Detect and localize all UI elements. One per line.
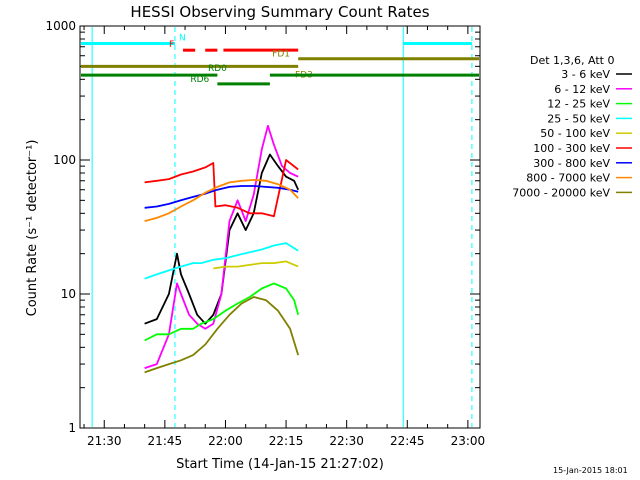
x-tick-label: 21:45	[148, 434, 183, 448]
axis-ticks: 21:30 21:45 22:00 22:15 22:30 22:45 23:00 1 10 10…	[45, 19, 485, 448]
flag-label: RD6	[190, 75, 209, 85]
flag-label: N	[179, 34, 186, 44]
legend-entry-label: 6 - 12 keV	[554, 83, 610, 96]
chart-title: HESSI Observing Summary Count Rates	[130, 3, 429, 21]
series-line	[144, 159, 299, 218]
flag-bars: NFFD1FD3RD0RD6	[81, 34, 479, 86]
x-tick-label: 22:15	[269, 434, 304, 448]
y-tick-label: 100	[53, 153, 76, 167]
legend-entry-label: 800 - 7000 keV	[526, 172, 610, 185]
series-line	[144, 296, 300, 374]
generated-timestamp: 15-Jan-2015 18:01	[553, 466, 628, 475]
plot-frame	[79, 25, 481, 429]
y-tick-label: 1	[68, 421, 76, 435]
legend-entry-label: 7000 - 20000 keV	[512, 186, 610, 199]
x-axis-label: Start Time (14-Jan-15 21:27:02)	[176, 457, 384, 472]
y-tick-label: 1000	[45, 19, 76, 33]
y-axis-label: Count Rate (s⁻¹ detector⁻¹)	[25, 140, 40, 317]
series-line	[213, 260, 299, 270]
flag-label: FD1	[272, 50, 290, 60]
flag-label: F	[169, 40, 174, 50]
legend-entry-label: 50 - 100 keV	[540, 127, 610, 140]
x-tick-label: 22:30	[329, 434, 364, 448]
legend-title: Det 1,3,6, Att 0	[530, 54, 615, 67]
legend-entry-label: 100 - 300 keV	[533, 142, 610, 155]
x-tick-label: 23:00	[451, 434, 486, 448]
series-group	[144, 124, 300, 374]
legend-entry-label: 12 - 25 keV	[547, 98, 610, 111]
legend-entry-label: 3 - 6 keV	[561, 68, 610, 81]
legend-entry-label: 300 - 800 keV	[533, 157, 610, 170]
series-line	[144, 178, 299, 222]
series-line	[144, 185, 299, 209]
vertical-markers	[91, 27, 473, 427]
x-tick-label: 22:45	[390, 434, 425, 448]
y-tick-label: 10	[61, 287, 76, 301]
legend-entry-label: 25 - 50 keV	[547, 112, 610, 125]
series-line	[144, 282, 300, 342]
flag-label: RD0	[208, 64, 227, 74]
series-line	[144, 242, 299, 280]
x-tick-label: 22:00	[208, 434, 243, 448]
x-tick-label: 21:30	[87, 434, 122, 448]
